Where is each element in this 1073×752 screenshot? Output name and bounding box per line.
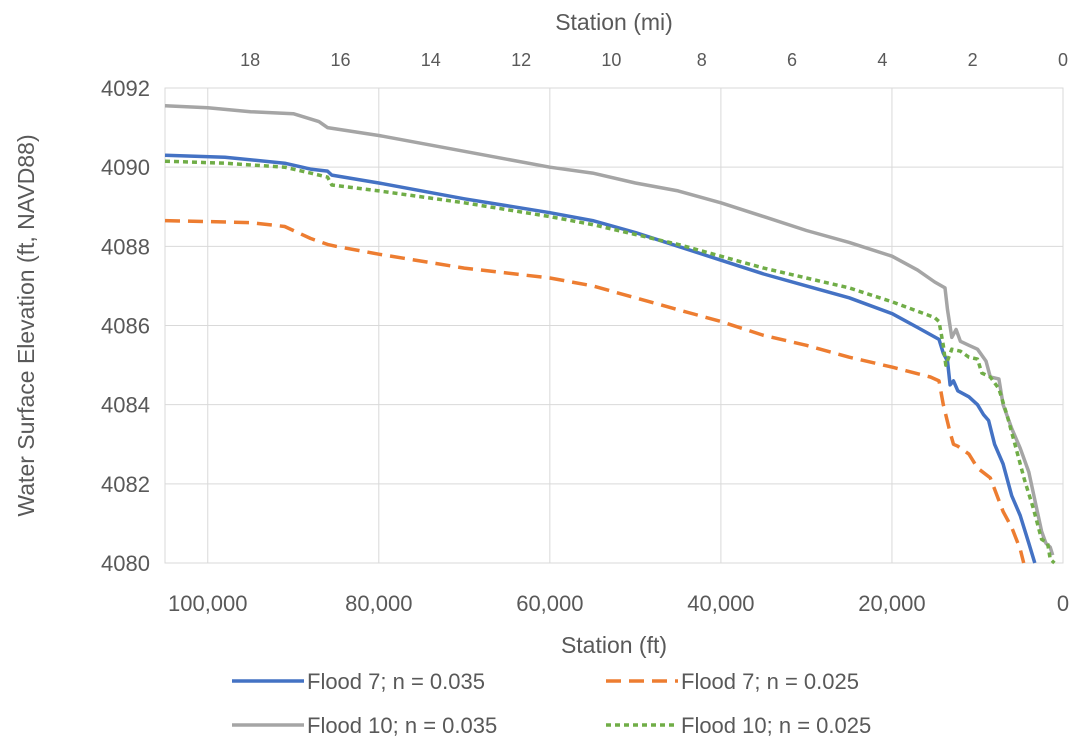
x-tick-label: 80,000	[345, 591, 412, 616]
secondary-x-axis-title: Station (mi)	[555, 9, 673, 35]
series-line-3	[164, 104, 1055, 556]
secondary-x-tick-label: 0	[1058, 50, 1068, 70]
legend-label: Flood 10; n = 0.025	[681, 713, 871, 738]
secondary-x-tick-label: 10	[601, 50, 621, 70]
secondary-x-tick-label: 6	[787, 50, 797, 70]
series-line-4	[164, 159, 1056, 565]
legend-label: Flood 10; n = 0.035	[307, 713, 497, 738]
secondary-x-tick-label: 14	[421, 50, 441, 70]
x-axis-title: Station (ft)	[561, 632, 667, 658]
y-tick-label: 4092	[101, 76, 150, 101]
y-tick-label: 4086	[101, 314, 150, 339]
legend-label: Flood 7; n = 0.035	[307, 669, 485, 694]
x-tick-label: 60,000	[516, 591, 583, 616]
secondary-x-tick-label: 4	[877, 50, 887, 70]
x-tick-label: 20,000	[858, 591, 925, 616]
y-tick-label: 4082	[101, 472, 150, 497]
y-tick-label: 4090	[101, 155, 150, 180]
legend-label: Flood 7; n = 0.025	[681, 669, 859, 694]
series-line-1	[164, 153, 1037, 564]
y-tick-label: 4084	[101, 393, 150, 418]
y-axis-title: Water Surface Elevation (ft, NAVD88)	[13, 134, 39, 516]
x-tick-label: 100,000	[168, 591, 248, 616]
x-tick-label: 0	[1057, 591, 1069, 616]
secondary-x-axis-tick-labels: 18 16 14 12 10 8 6 4 2 0	[240, 50, 1068, 70]
secondary-x-tick-label: 2	[968, 50, 978, 70]
x-tick-label: 40,000	[687, 591, 754, 616]
series-line-2	[164, 218, 1026, 564]
y-tick-label: 4080	[101, 551, 150, 576]
secondary-x-tick-label: 16	[330, 50, 350, 70]
y-tick-label: 4088	[101, 234, 150, 259]
gridlines	[165, 87, 1064, 564]
y-axis-tick-labels: 4080 4082 4084 4086 4088 4090 4092	[101, 76, 150, 576]
secondary-x-tick-label: 8	[697, 50, 707, 70]
secondary-x-tick-label: 12	[511, 50, 531, 70]
legend: Flood 7; n = 0.035 Flood 7; n = 0.025 Floo…	[232, 669, 871, 738]
secondary-x-tick-label: 18	[240, 50, 260, 70]
series-lines	[164, 104, 1056, 565]
plot-area-frame	[164, 87, 1064, 564]
x-axis-tick-labels: 100,000 80,000 60,000 40,000 20,000 0	[168, 591, 1069, 616]
